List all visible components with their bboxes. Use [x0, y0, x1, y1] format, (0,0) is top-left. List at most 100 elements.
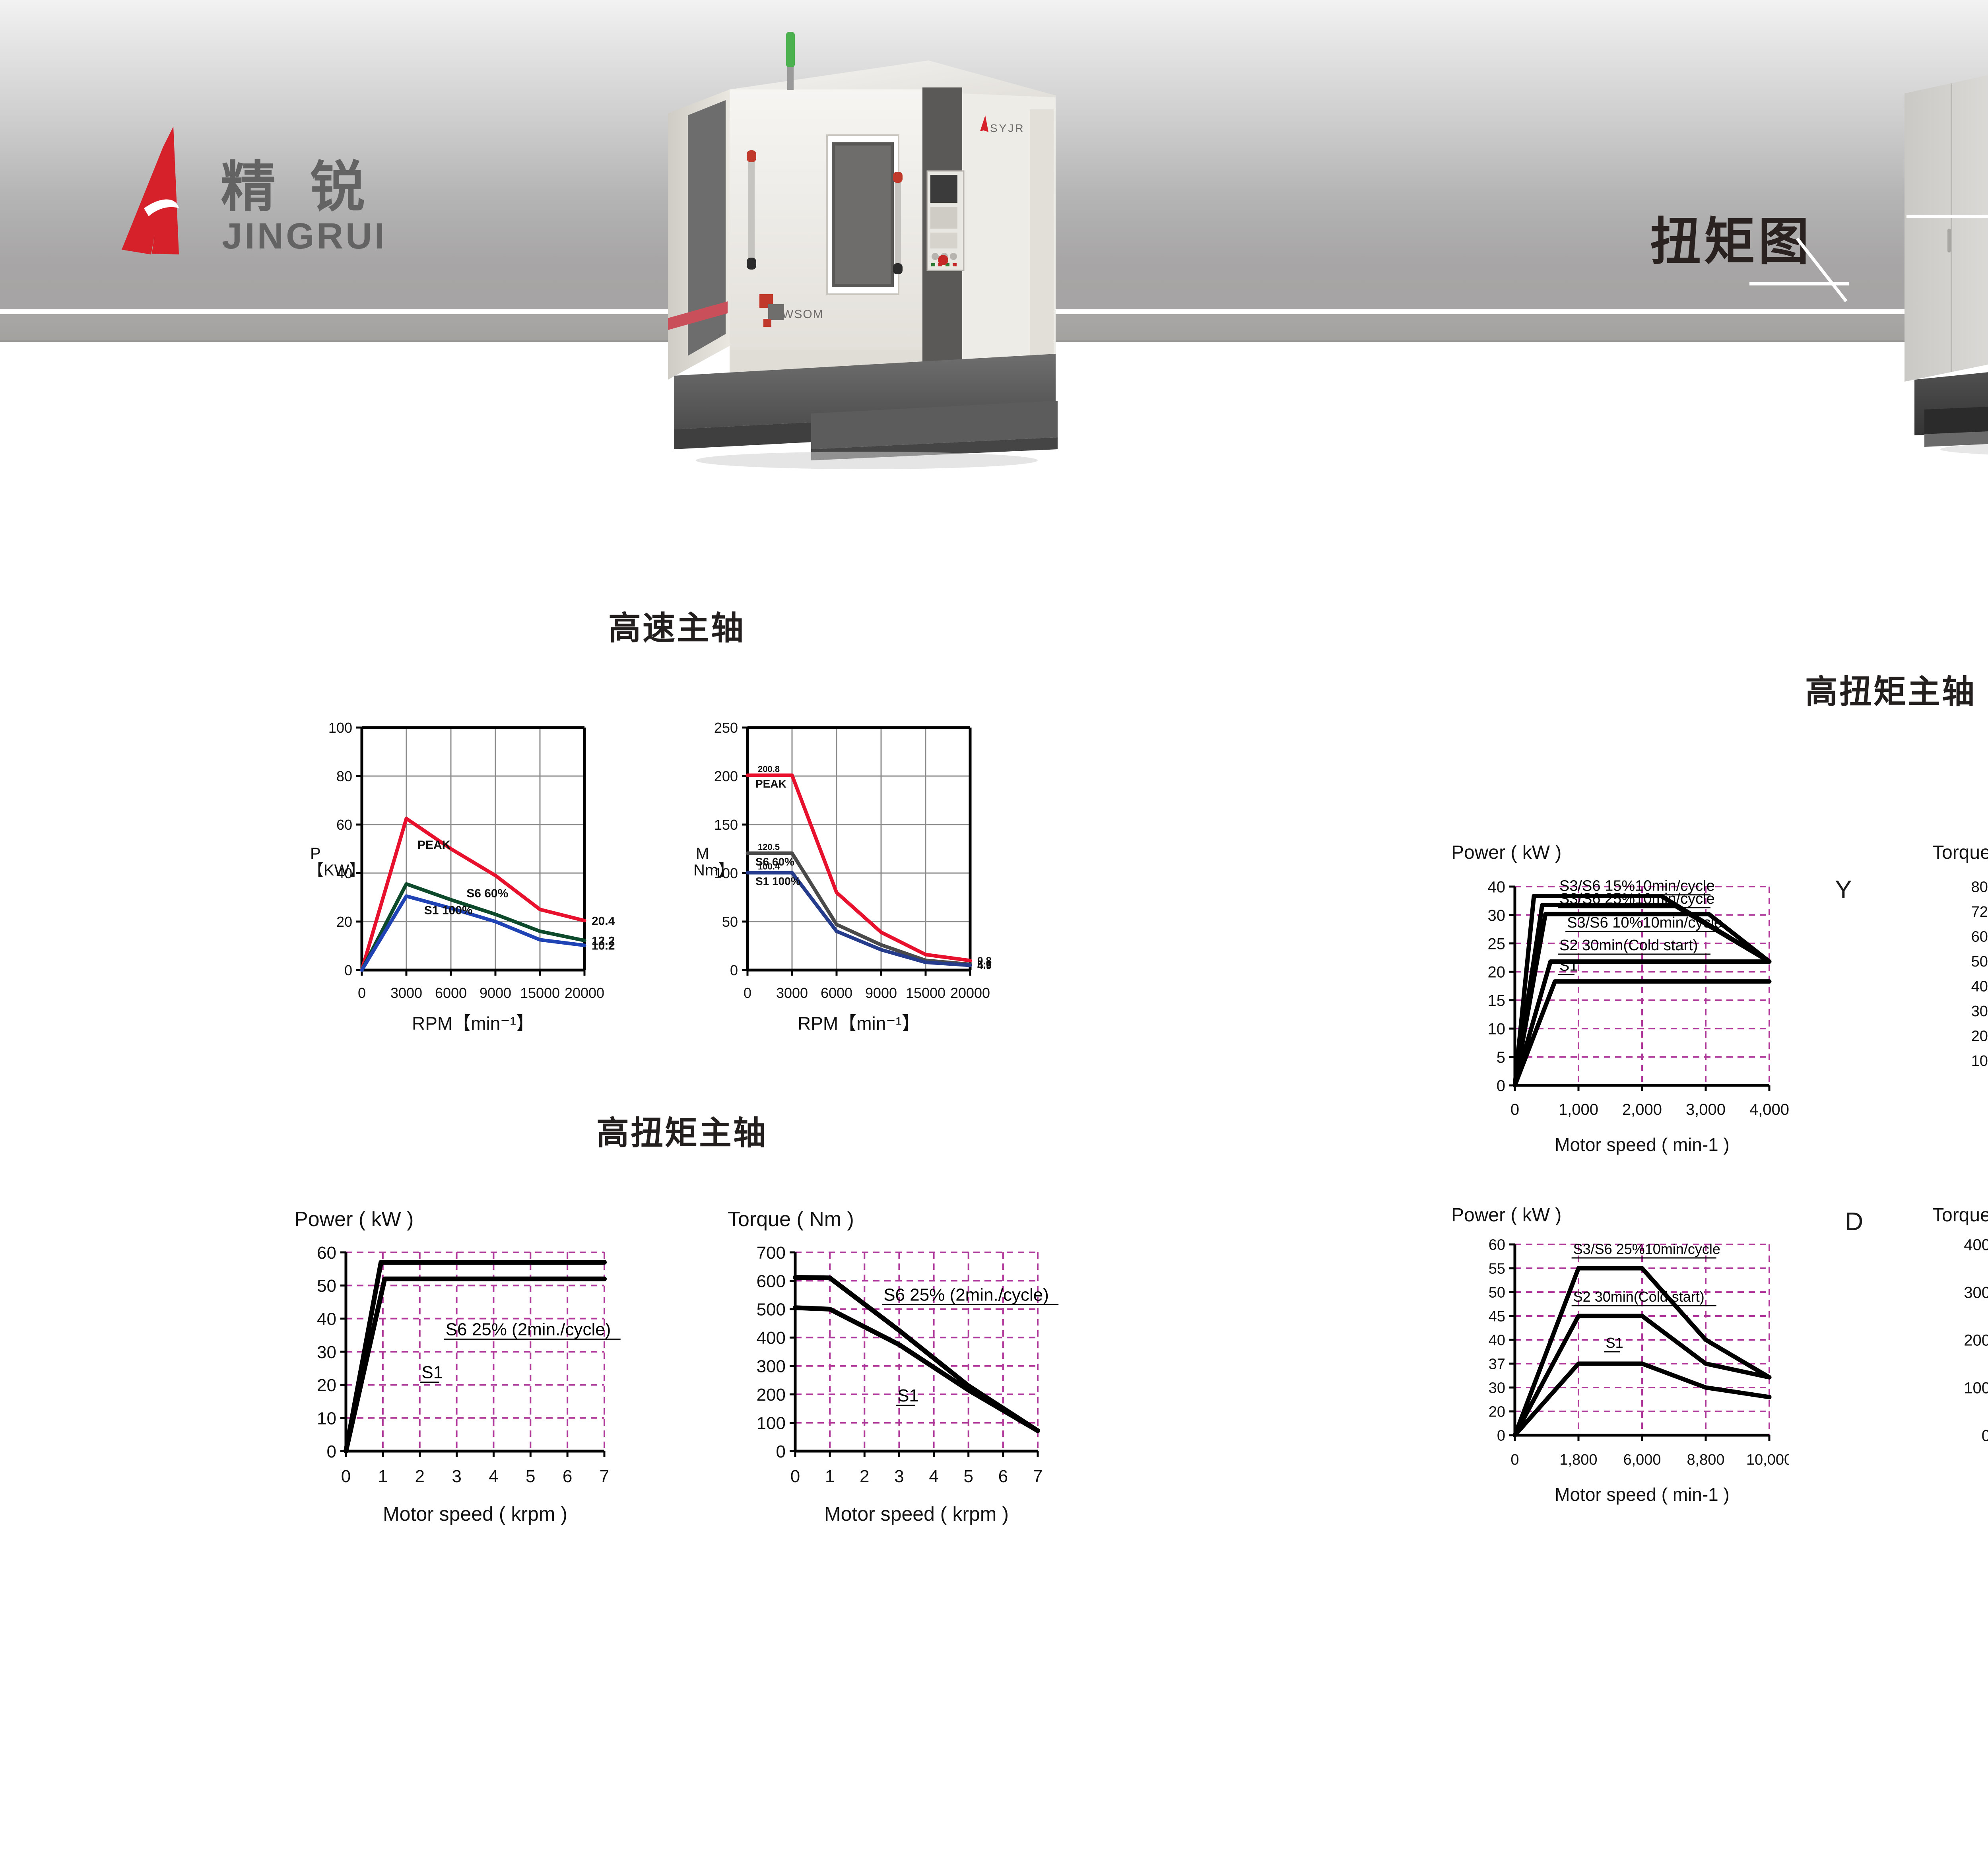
svg-text:5: 5: [1497, 1049, 1505, 1066]
svg-text:0: 0: [1982, 1427, 1988, 1444]
svg-text:RPM【min⁻¹】: RPM【min⁻¹】: [412, 1013, 534, 1034]
svg-text:Torque ( Nm ): Torque ( Nm ): [728, 1208, 854, 1231]
svg-text:1: 1: [825, 1467, 835, 1486]
chart-ht-right-power-y: 0 1,000 2,000 3,000 4,000 0 5 10 15 20 25 30 40 Power…: [1439, 835, 1789, 1177]
svg-text:15000: 15000: [906, 985, 945, 1001]
svg-text:Torque ( Nm ): Torque ( Nm ): [1932, 842, 1988, 863]
svg-text:100.4: 100.4: [758, 862, 780, 871]
svg-text:Power ( kW ): Power ( kW ): [294, 1208, 414, 1231]
svg-text:0: 0: [1510, 1101, 1519, 1118]
svg-text:S1: S1: [897, 1386, 919, 1405]
section-heading-high-torque-spindle-left: 高扭矩主轴: [596, 1115, 768, 1151]
svg-text:5: 5: [526, 1467, 535, 1486]
svg-text:37: 37: [1489, 1356, 1505, 1373]
svg-text:0: 0: [776, 1442, 786, 1461]
page-title: 扭矩图: [1650, 213, 1813, 270]
svg-text:25: 25: [1488, 935, 1506, 953]
svg-text:300: 300: [1964, 1284, 1988, 1301]
svg-text:150: 150: [714, 817, 738, 833]
svg-text:S1: S1: [421, 1363, 443, 1382]
svg-text:60: 60: [336, 817, 352, 833]
svg-text:0: 0: [744, 985, 751, 1001]
svg-text:12.2: 12.2: [592, 934, 615, 947]
svg-text:4: 4: [929, 1467, 938, 1486]
svg-text:15: 15: [1488, 992, 1506, 1009]
svg-text:0: 0: [730, 962, 738, 978]
svg-text:20: 20: [336, 914, 352, 930]
svg-text:20000: 20000: [950, 985, 990, 1001]
svg-text:P: P: [310, 845, 321, 862]
svg-text:S1 100%: S1 100%: [755, 875, 801, 887]
svg-text:6: 6: [998, 1467, 1008, 1486]
svg-text:200: 200: [757, 1385, 786, 1405]
svg-text:9.8: 9.8: [977, 955, 992, 966]
svg-text:30: 30: [1489, 1380, 1505, 1397]
svg-text:30: 30: [317, 1343, 336, 1362]
svg-text:1: 1: [378, 1467, 388, 1486]
svg-text:0: 0: [790, 1467, 800, 1486]
svg-text:300: 300: [757, 1357, 786, 1376]
svg-text:Power ( kW ): Power ( kW ): [1451, 842, 1561, 863]
svg-text:200: 200: [1964, 1331, 1988, 1349]
svg-text:0: 0: [341, 1467, 351, 1486]
title-rule-horizontal: [1749, 282, 1849, 285]
svg-text:Motor speed ( min-1 ): Motor speed ( min-1 ): [1555, 1134, 1730, 1155]
brand-logo: 精 锐 JINGRUI: [119, 123, 406, 254]
svg-text:40: 40: [317, 1310, 336, 1329]
svg-text:S6 25% (2min./cycle): S6 25% (2min./cycle): [883, 1285, 1049, 1304]
svg-text:20: 20: [1488, 964, 1506, 981]
svg-text:100: 100: [328, 720, 352, 736]
svg-text:【KW】: 【KW】: [308, 862, 365, 879]
svg-text:300: 300: [1971, 1003, 1988, 1020]
svg-text:20: 20: [317, 1376, 336, 1395]
svg-text:400: 400: [1971, 978, 1988, 995]
svg-text:3,000: 3,000: [1686, 1101, 1726, 1118]
chart-ht-left-torque: 0 1 2 3 4 5 6 7 0 100 200 300 400 500 600 700 Torque ( N…: [712, 1201, 1062, 1551]
svg-text:0: 0: [1497, 1077, 1505, 1095]
svg-text:4: 4: [489, 1467, 498, 1486]
svg-text:JWSOM: JWSOM: [775, 308, 824, 321]
svg-text:6000: 6000: [821, 985, 852, 1001]
svg-text:S1 100%: S1 100%: [424, 904, 473, 917]
svg-text:1,000: 1,000: [1559, 1101, 1598, 1118]
svg-text:S6 60%: S6 60%: [466, 887, 508, 900]
svg-text:10,000: 10,000: [1746, 1452, 1789, 1468]
svg-text:S6 25% (2min./cycle): S6 25% (2min./cycle): [446, 1320, 611, 1339]
svg-text:2,000: 2,000: [1622, 1101, 1662, 1118]
svg-text:0: 0: [1510, 1452, 1519, 1468]
svg-text:50: 50: [317, 1276, 336, 1296]
svg-text:8,800: 8,800: [1687, 1452, 1724, 1468]
spindle-group-label-d: D: [1845, 1207, 1864, 1236]
svg-text:6,000: 6,000: [1623, 1452, 1661, 1468]
chart-ht-right-torque-d: 01,8006,0008,80010,0000100200300400Torqu…: [1920, 1201, 1988, 1527]
svg-text:250: 250: [714, 720, 738, 736]
svg-text:3: 3: [452, 1467, 461, 1486]
chart-ht-right-power-d: 0 1,800 6,000 8,800 10,000 0 20 30 37 40 45 50 55 60 P…: [1439, 1201, 1789, 1527]
svg-text:721: 721: [1971, 904, 1988, 920]
svg-text:100: 100: [757, 1413, 786, 1433]
svg-text:400: 400: [757, 1328, 786, 1348]
svg-text:80: 80: [336, 768, 352, 784]
svg-text:40: 40: [1488, 878, 1506, 896]
svg-text:Motor speed ( min-1 ): Motor speed ( min-1 ): [1555, 1484, 1730, 1505]
svg-text:Torque ( Nm ): Torque ( Nm ): [1932, 1205, 1988, 1226]
svg-text:200: 200: [714, 768, 738, 784]
svg-text:S2 30min(Cold start): S2 30min(Cold start): [1559, 937, 1698, 954]
title-rule-right: [1906, 215, 1988, 218]
svg-text:500: 500: [757, 1300, 786, 1320]
svg-text:500: 500: [1971, 953, 1988, 970]
svg-text:20: 20: [1489, 1404, 1505, 1421]
svg-text:4.9: 4.9: [977, 959, 992, 971]
svg-text:RPM【min⁻¹】: RPM【min⁻¹】: [798, 1013, 920, 1034]
svg-text:S2 30min(Cold start): S2 30min(Cold start): [1573, 1289, 1705, 1305]
svg-text:Motor speed ( krpm ): Motor speed ( krpm ): [383, 1503, 567, 1525]
svg-text:30: 30: [1488, 907, 1506, 924]
svg-text:800: 800: [1971, 879, 1988, 896]
svg-text:S3/S6 25%10min/cycle: S3/S6 25%10min/cycle: [1559, 891, 1715, 907]
brand-name-cn: 精 锐: [221, 157, 375, 218]
svg-text:6000: 6000: [435, 985, 467, 1001]
spindle-group-label-y: Y: [1835, 875, 1852, 904]
svg-text:3000: 3000: [776, 985, 808, 1001]
svg-text:SYJR: SYJR: [990, 122, 1025, 134]
svg-text:0: 0: [327, 1442, 336, 1461]
